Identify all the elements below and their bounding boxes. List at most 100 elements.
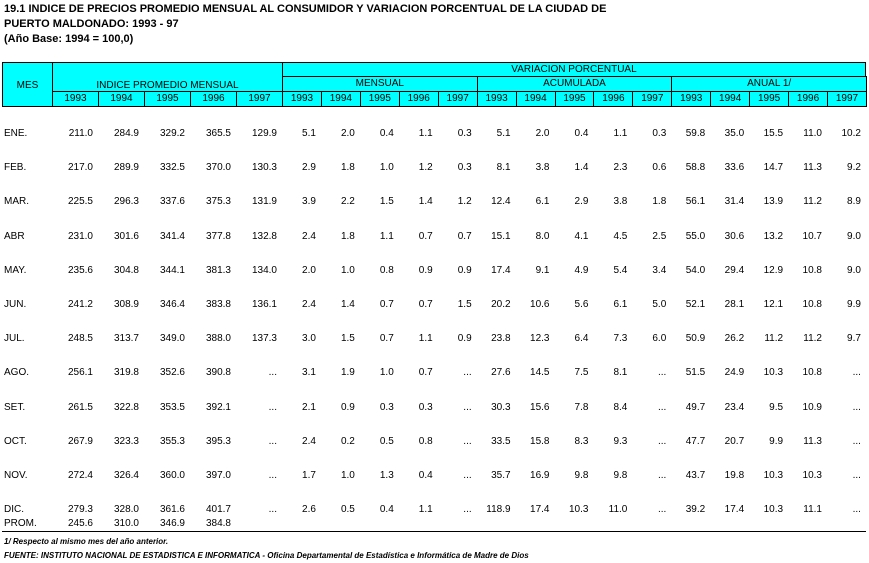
header-year: 1994 [98, 91, 145, 107]
cell: 284.9 [113, 128, 139, 139]
cell: 1.3 [379, 470, 394, 481]
cell: 8.9 [847, 196, 861, 208]
cell: 8.0 [535, 230, 550, 242]
cell: 360.0 [159, 470, 185, 481]
header-year: 1995 [749, 91, 790, 107]
cell: 1.0 [340, 264, 355, 276]
cell: 388.0 [205, 333, 231, 345]
cell: 349.0 [159, 333, 185, 345]
cell: 9.5 [769, 401, 784, 413]
cell: 50.9 [685, 333, 706, 345]
cell: 3.4 [652, 264, 667, 276]
cell: 344.1 [159, 264, 185, 276]
cell: 6.0 [652, 333, 667, 345]
header-year: 1996 [788, 91, 828, 107]
cell: 24.9 [724, 367, 745, 379]
cell: 1.8 [340, 230, 355, 242]
row-label: OCT. [4, 435, 27, 447]
cell: 15.6 [530, 401, 550, 413]
cell: 9.9 [769, 435, 784, 447]
cell: 3.9 [302, 196, 316, 208]
cell: 3.8 [613, 196, 628, 208]
cell: 12.3 [530, 333, 550, 345]
cell: 377.8 [205, 230, 231, 242]
cell: 5.4 [613, 264, 628, 276]
cell: 10.3 [568, 504, 589, 516]
cell: 1.1 [418, 128, 433, 139]
cell: 35.7 [491, 470, 511, 481]
cell: ... [463, 504, 472, 516]
cell: 352.6 [159, 367, 185, 379]
cell: 35.0 [724, 128, 745, 139]
cell: 9.1 [535, 264, 550, 276]
cell: 17.4 [491, 264, 511, 276]
cell: 355.3 [159, 435, 185, 447]
cell: 20.2 [491, 299, 511, 310]
cell: 0.4 [379, 128, 394, 139]
cell: ... [463, 435, 472, 447]
cell: 353.5 [159, 401, 185, 413]
cell: 17.4 [724, 504, 745, 516]
cell: 2.4 [302, 299, 316, 310]
cell: 26.2 [724, 333, 745, 345]
cell: 0.7 [379, 299, 394, 310]
cell: 319.8 [113, 367, 139, 379]
cell: 329.2 [159, 128, 185, 139]
cell: 10.8 [802, 264, 822, 276]
cell: 23.4 [724, 401, 745, 413]
cell: 0.7 [418, 367, 433, 379]
cell: 1.1 [418, 333, 433, 345]
cell: 272.4 [67, 470, 93, 481]
cell: 12.4 [491, 196, 511, 208]
cell: 30.6 [724, 230, 745, 242]
cell: 1.5 [457, 299, 472, 310]
cell: 54.0 [685, 264, 706, 276]
cell: 6.1 [535, 196, 550, 208]
cell: 370.0 [205, 162, 231, 174]
cell: 365.5 [205, 128, 231, 139]
cell: 2.9 [574, 196, 589, 208]
header-year: 1995 [359, 91, 400, 107]
cell: 13.9 [763, 196, 784, 208]
cell: ... [268, 435, 277, 447]
header-cell: INDICE PROMEDIO MENSUAL [52, 62, 283, 92]
header-cell: ANUAL 1/ [671, 76, 867, 92]
cell: 241.2 [67, 299, 93, 310]
cell: 332.5 [159, 162, 185, 174]
cell: 2.0 [302, 264, 316, 276]
row-label: JUL. [4, 333, 25, 345]
cell: 11.2 [764, 333, 784, 345]
cell: 11.3 [803, 435, 822, 447]
cell: ... [268, 470, 277, 481]
cell: 2.3 [613, 162, 628, 174]
cell: 3.1 [302, 367, 316, 379]
header-year: 1993 [282, 91, 322, 107]
cell: 47.7 [685, 435, 706, 447]
cell: 0.8 [379, 264, 394, 276]
cell: 375.3 [205, 196, 231, 208]
row-label: AGO. [4, 367, 30, 379]
source: FUENTE: INSTITUTO NACIONAL DE ESTADISTIC… [4, 551, 529, 560]
cell: 129.9 [251, 128, 277, 139]
header-year: 1993 [671, 91, 712, 107]
cell: 337.6 [159, 196, 185, 208]
cell: 2.4 [302, 230, 316, 242]
cell: 0.4 [418, 470, 433, 481]
title-line: (Año Base: 1994 = 100,0) [4, 33, 134, 45]
cell: ... [852, 504, 861, 516]
cell: 28.1 [724, 299, 745, 310]
cell: 1.4 [340, 299, 355, 310]
cell: 31.4 [724, 196, 745, 208]
cell: 2.0 [535, 128, 550, 139]
cell: 7.5 [574, 367, 589, 379]
cell: 7.3 [613, 333, 628, 345]
cell: 383.8 [205, 299, 231, 310]
cell: 11.3 [803, 162, 822, 174]
header-year: 1994 [320, 91, 361, 107]
cell: 346.9 [159, 518, 185, 529]
cell: 346.4 [159, 299, 185, 310]
cell: 16.9 [530, 470, 550, 481]
cell: 0.9 [457, 333, 472, 345]
rule [2, 531, 866, 532]
